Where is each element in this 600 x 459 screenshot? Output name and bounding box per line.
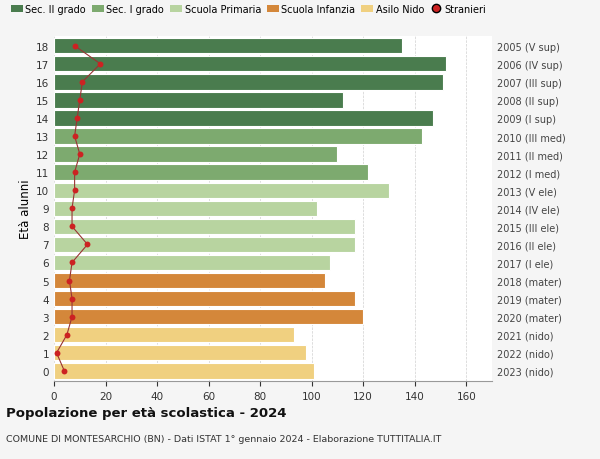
- Point: [75, 151, 85, 158]
- Point: [70, 187, 79, 195]
- Text: Popolazione per età scolastica - 2024: Popolazione per età scolastica - 2024: [6, 406, 287, 419]
- Point: [67, 205, 77, 213]
- Point: [70, 169, 79, 176]
- Bar: [54, 219, 355, 235]
- Text: COMUNE DI MONTESARCHIO (BN) - Dati ISTAT 1° gennaio 2024 - Elaborazione TUTTITAL: COMUNE DI MONTESARCHIO (BN) - Dati ISTAT…: [6, 434, 442, 443]
- Point: [77, 79, 87, 86]
- Bar: [54, 147, 337, 162]
- Bar: [54, 273, 325, 289]
- Bar: [54, 93, 343, 108]
- Point: [52, 349, 61, 357]
- Point: [70, 133, 79, 140]
- Point: [95, 61, 105, 68]
- Point: [67, 313, 77, 321]
- Bar: [54, 237, 355, 252]
- Y-axis label: Età alunni: Età alunni: [19, 179, 32, 239]
- Bar: [54, 111, 433, 126]
- Bar: [54, 129, 422, 145]
- Bar: [54, 201, 317, 217]
- Bar: [54, 165, 368, 180]
- Bar: [54, 183, 389, 198]
- Bar: [54, 75, 443, 90]
- Bar: [54, 345, 307, 361]
- Bar: [54, 327, 293, 343]
- Bar: [54, 39, 402, 54]
- Bar: [54, 364, 314, 379]
- Point: [65, 277, 74, 285]
- Point: [67, 295, 77, 302]
- Point: [59, 367, 69, 375]
- Point: [62, 331, 71, 339]
- Bar: [54, 309, 363, 325]
- Bar: [54, 57, 446, 73]
- Point: [75, 97, 85, 104]
- Legend: Sec. II grado, Sec. I grado, Scuola Primaria, Scuola Infanzia, Asilo Nido, Stran: Sec. II grado, Sec. I grado, Scuola Prim…: [11, 5, 487, 15]
- Point: [67, 223, 77, 230]
- Point: [73, 115, 82, 123]
- Point: [83, 241, 92, 249]
- Bar: [54, 255, 329, 270]
- Bar: [54, 291, 355, 307]
- Point: [70, 43, 79, 50]
- Point: [67, 259, 77, 267]
